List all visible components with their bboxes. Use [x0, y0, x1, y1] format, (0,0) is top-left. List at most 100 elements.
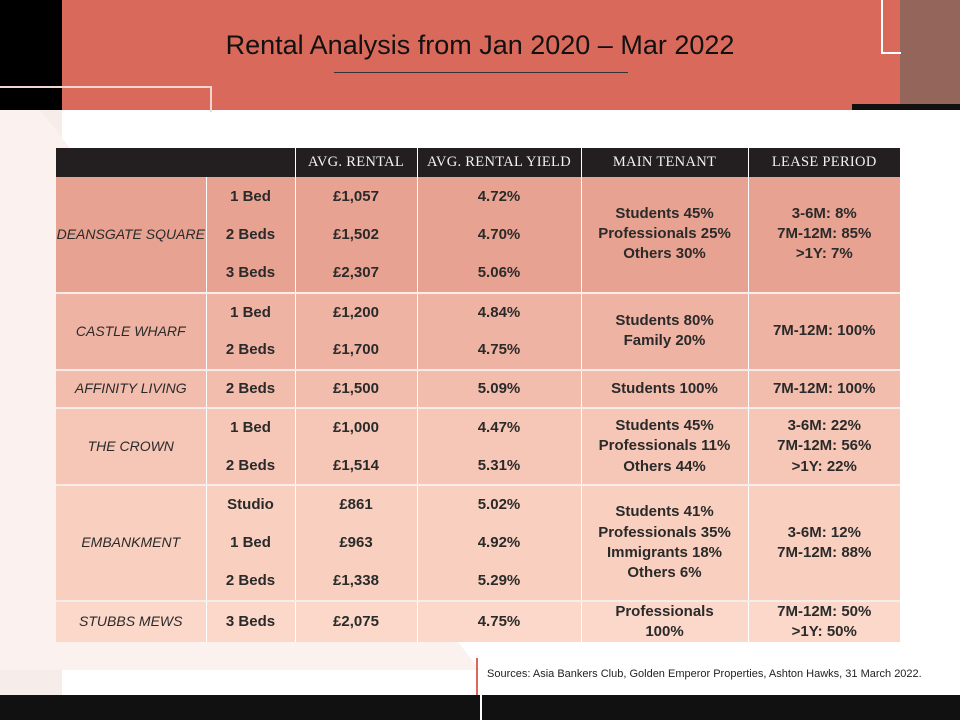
lease-line: >1Y: 22% [791, 457, 857, 475]
avg-rental-yield: 4.75% [416, 331, 581, 370]
lease-line: 7M-12M: 85% [777, 225, 872, 243]
main-tenant: Students 100% [580, 368, 748, 408]
avg-rental: £1,200 [294, 291, 417, 331]
tenant-line: 100% [645, 622, 684, 640]
main-tenant: Students 45% Professionals 25% Others 30% [580, 177, 748, 293]
tenant-line: Immigrants 18% [606, 543, 723, 561]
lease-line: 3-6M: 12% [787, 523, 861, 541]
avg-rental-yield: 4.47% [416, 407, 581, 447]
table-body: DEANSGATE SQUARE 1 Bed £1,057 4.72% Students… [56, 177, 900, 642]
tenant-line: Professionals 11% [598, 437, 731, 455]
frame-line-left [0, 86, 212, 112]
property-name: AFFINITY LIVING [56, 368, 206, 408]
tenant-line: Students 45% [615, 417, 714, 435]
lease-period: 3-6M: 22% 7M-12M: 56% >1Y: 22% [747, 407, 900, 485]
avg-rental: £1,338 [294, 562, 417, 601]
tenant-line: Professionals [615, 602, 714, 620]
main-tenant: Students 45% Professionals 11% Others 44% [580, 407, 748, 485]
unit-type: 2 Beds [205, 446, 295, 485]
table-row: CASTLE WHARF 1 Bed £1,200 4.84% Students 80%… [56, 291, 900, 370]
tenant-line: Others 44% [623, 457, 706, 475]
avg-rental-yield: 5.31% [416, 446, 581, 485]
avg-rental-yield: 5.02% [416, 484, 581, 524]
lease-line: >1Y: 7% [795, 245, 853, 263]
corner-block-right [900, 0, 960, 110]
avg-rental: £2,307 [294, 254, 417, 293]
footer-bar-left [0, 695, 480, 720]
avg-rental-yield: 4.72% [416, 177, 581, 216]
table-header: AVG. RENTAL AVG. RENTAL YIELD MAIN TENAN… [56, 148, 900, 177]
property-name: STUBBS MEWS [56, 599, 206, 642]
avg-rental: £1,514 [294, 446, 417, 485]
property-name: THE CROWN [56, 407, 206, 485]
avg-rental-yield: 5.29% [416, 562, 581, 601]
property-name: EMBANKMENT [56, 484, 206, 601]
title-underline [334, 72, 628, 73]
main-tenant: Students 80% Family 20% [580, 291, 748, 370]
unit-type: 1 Bed [205, 291, 295, 331]
tenant-line: Professionals 25% [598, 225, 731, 243]
sources-note: Sources: Asia Bankers Club, Golden Emper… [487, 668, 922, 680]
avg-rental: £1,000 [294, 407, 417, 447]
tenant-line: Family 20% [623, 332, 706, 349]
avg-rental: £963 [294, 523, 417, 562]
lease-line: 7M-12M: 100% [772, 321, 876, 339]
table-row: DEANSGATE SQUARE 1 Bed £1,057 4.72% Students… [56, 177, 900, 293]
unit-type: 1 Bed [205, 407, 295, 447]
table-row: THE CROWN 1 Bed £1,000 4.47% Students 45% Pro… [56, 407, 900, 485]
avg-rental-yield: 4.92% [416, 523, 581, 562]
avg-rental: £1,700 [294, 331, 417, 370]
header-avg-rental: AVG. RENTAL [294, 148, 417, 177]
unit-type: 1 Bed [205, 523, 295, 562]
main-tenant: Students 41% Professionals 35% Immigrants … [580, 484, 748, 601]
table-row: EMBANKMENT Studio £861 5.02% Students 41% Pro… [56, 484, 900, 601]
unit-type: 2 Beds [205, 331, 295, 370]
header-main-tenant: MAIN TENANT [580, 148, 748, 177]
avg-rental: £861 [294, 484, 417, 524]
main-tenant: Professionals 100% [580, 599, 748, 642]
lease-period: 7M-12M: 100% [747, 368, 900, 408]
tenant-line: Others 30% [623, 245, 706, 263]
unit-type: 3 Beds [205, 254, 295, 293]
sources-rule [476, 658, 478, 720]
property-name: DEANSGATE SQUARE [56, 225, 205, 242]
avg-rental-yield: 4.75% [416, 599, 581, 642]
lease-line: 3-6M: 22% [787, 417, 861, 435]
property-name: CASTLE WHARF [56, 291, 206, 370]
avg-rental-yield: 4.70% [416, 215, 581, 254]
tenant-line: Professionals 35% [598, 523, 731, 541]
lease-period: 7M-12M: 100% [747, 291, 900, 370]
header-blank [56, 148, 295, 177]
avg-rental-yield: 5.09% [416, 368, 581, 408]
lease-period: 3-6M: 12% 7M-12M: 88% [747, 484, 900, 601]
tenant-line: Students 100% [611, 379, 718, 397]
unit-type: 1 Bed [205, 177, 295, 216]
title-banner [62, 0, 900, 110]
tenant-line: Students 45% [615, 204, 714, 222]
header-avg-rental-yield: AVG. RENTAL YIELD [416, 148, 581, 177]
avg-rental: £2,075 [294, 599, 417, 642]
table-row: AFFINITY LIVING 2 Beds £1,500 5.09% Students… [56, 368, 900, 408]
lease-line: 3-6M: 8% [791, 204, 857, 222]
avg-rental-yield: 5.06% [416, 254, 581, 293]
lease-line: 7M-12M: 56% [777, 437, 872, 455]
tenant-line: Students 80% [615, 311, 714, 329]
lease-line: 7M-12M: 50% [777, 602, 872, 620]
tenant-line: Others 6% [627, 564, 702, 581]
corner-block-left [0, 0, 62, 112]
unit-type: 2 Beds [205, 562, 295, 601]
header-lease-period: LEASE PERIOD [747, 148, 900, 177]
lease-line: 7M-12M: 88% [777, 543, 872, 561]
lease-period: 3-6M: 8% 7M-12M: 85% >1Y: 7% [747, 177, 900, 293]
tenant-line: Students 41% [615, 503, 714, 521]
lease-line: 7M-12M: 100% [772, 379, 876, 397]
footer-bar-right [482, 695, 960, 720]
page-title: Rental Analysis from Jan 2020 – Mar 2022 [225, 30, 735, 60]
lease-period: 7M-12M: 50% >1Y: 50% [747, 599, 900, 642]
unit-type: Studio [205, 484, 295, 524]
frame-line-right [881, 0, 901, 54]
avg-rental-yield: 4.84% [416, 291, 581, 331]
table-row: STUBBS MEWS 3 Beds £2,075 4.75% Professional… [56, 599, 900, 642]
avg-rental: £1,500 [294, 368, 417, 408]
avg-rental: £1,502 [294, 215, 417, 254]
